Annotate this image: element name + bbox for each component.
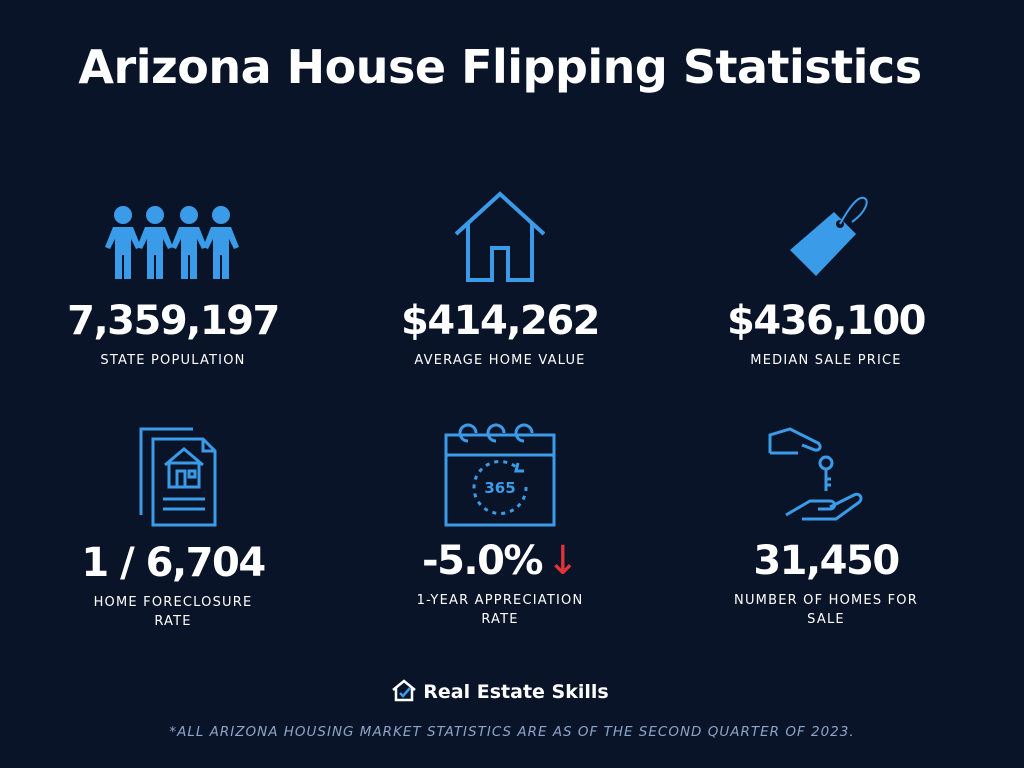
stat-label: MEDIAN SALE PRICE xyxy=(750,353,902,368)
stat-card: 7,359,197 STATE POPULATION xyxy=(23,205,323,370)
stat-value: 31,450 xyxy=(753,538,900,584)
stat-card: 31,450 NUMBER OF HOMES FOR SALE xyxy=(676,425,976,629)
title: Arizona House Flipping Statistics xyxy=(78,40,922,94)
down-arrow: ↓ xyxy=(546,538,580,584)
stat-value: $436,100 xyxy=(726,298,927,344)
price-tag-icon xyxy=(790,196,868,276)
stat-value: -5.0% ↓ xyxy=(350,537,650,585)
stat-card: 1 / 6,704 HOME FORECLOSURE RATE xyxy=(23,425,323,631)
document-icon xyxy=(139,427,217,527)
svg-text:365: 365 xyxy=(484,479,515,497)
stat-value: 7,359,197 xyxy=(67,298,280,344)
footnote: *ALL ARIZONA HOUSING MARKET STATISTICS A… xyxy=(169,724,855,740)
stat-card: $436,100 MEDIAN SALE PRICE xyxy=(676,190,976,370)
stat-label: AVERAGE HOME VALUE xyxy=(414,353,586,368)
stat-label: STATE POPULATION xyxy=(100,353,246,368)
key-hand-icon xyxy=(768,427,863,521)
stat-label: 1-YEAR APPRECIATION RATE xyxy=(416,593,584,627)
brand-logo xyxy=(392,679,417,702)
stat-card: 365 -5.0% ↓ 1-YEAR APPRECIATION RATE xyxy=(350,423,650,629)
stat-value: 1 / 6,704 xyxy=(81,540,266,586)
people-icon xyxy=(105,206,239,279)
brand: Real Estate Skills xyxy=(0,678,1000,703)
brand-name: Real Estate Skills xyxy=(423,681,609,703)
house-icon xyxy=(454,191,546,282)
stat-label: HOME FORECLOSURE RATE xyxy=(93,595,253,629)
stat-number: -5.0% xyxy=(421,538,544,584)
stat-label: NUMBER OF HOMES FOR SALE xyxy=(734,593,918,627)
stat-value: $414,262 xyxy=(400,298,601,344)
stat-card: $414,262 AVERAGE HOME VALUE xyxy=(350,190,650,370)
calendar-icon: 365 xyxy=(444,423,556,527)
